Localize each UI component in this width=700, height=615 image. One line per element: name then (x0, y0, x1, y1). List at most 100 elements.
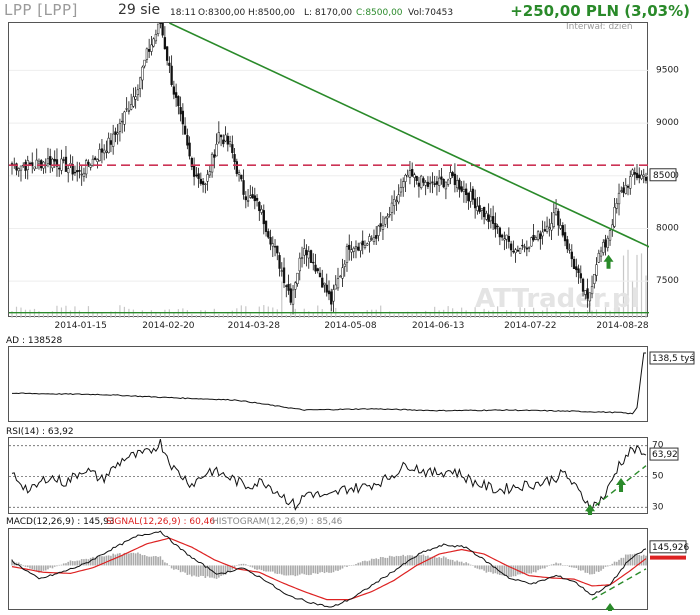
macd-histogram-bar (321, 565, 324, 573)
macd-histogram-bar (370, 558, 373, 566)
macd-histogram-bar (494, 565, 497, 574)
candle-body (541, 231, 544, 237)
macd-histogram-bar (532, 565, 535, 573)
volume-bar (456, 311, 458, 318)
candle-body (177, 96, 180, 107)
macd-histogram-bar (206, 565, 209, 577)
candle-body (352, 247, 355, 252)
macd-histogram-bar (546, 565, 548, 567)
macd-histogram-bar (211, 565, 213, 578)
candle-body (514, 249, 517, 254)
candle-body (31, 162, 34, 167)
candle-body (424, 182, 427, 186)
candle-body (145, 48, 149, 60)
macd-histogram-bar (343, 565, 346, 567)
candle-body (593, 273, 596, 284)
macd-arrow-shape (605, 603, 616, 615)
macd-histogram-bar (62, 563, 65, 566)
volume-bar (479, 312, 481, 318)
ad-chart[interactable] (9, 347, 649, 423)
candle-body (188, 142, 191, 157)
macd-histogram-bar (285, 565, 288, 576)
ad-y-axis: 138,5 tyś (649, 351, 695, 365)
candle-body (325, 284, 328, 293)
candle-body (316, 268, 319, 272)
candle-body (597, 253, 600, 263)
rsi-panel[interactable] (8, 437, 649, 519)
candle-body (150, 44, 153, 52)
rsi-arrow-1 (585, 504, 596, 519)
volume-bar (177, 309, 179, 318)
macd-histogram-bar (575, 565, 578, 569)
macd-chart[interactable] (9, 529, 649, 615)
macd-histogram-bar (67, 561, 70, 566)
macd-histogram-bar (69, 560, 72, 566)
candle-body (539, 233, 542, 240)
macd-histogram-bar (615, 561, 618, 566)
macd-histogram-bar (80, 559, 83, 566)
candle-body (28, 162, 32, 165)
macd-histogram-bar (328, 565, 330, 573)
candle-body (296, 272, 299, 284)
candle-body (595, 264, 598, 276)
volume-bar (218, 314, 220, 318)
macd-histogram-bar (346, 565, 348, 567)
macd-histogram-bar (467, 563, 470, 566)
rsi-chart[interactable] (9, 438, 649, 519)
volume-bar (290, 311, 292, 318)
candle-body (170, 65, 173, 85)
macd-panel[interactable] (8, 528, 649, 615)
candle-body (91, 158, 95, 166)
candle-body (507, 236, 511, 242)
macd-histogram-bar (391, 556, 393, 566)
macd-histogram-bar (415, 556, 418, 566)
macd-histogram-bar (134, 553, 137, 566)
macd-histogram-bar (233, 565, 236, 569)
volume-bar (636, 254, 638, 318)
volume-bar (357, 314, 359, 318)
macd-histogram-bar (137, 552, 139, 566)
macd-histogram-bar (577, 565, 580, 571)
candle-body (343, 263, 346, 267)
price-panel[interactable]: ATTrader.pl (8, 12, 674, 318)
volume-bar (389, 311, 391, 318)
macd-histogram-bar (157, 556, 159, 566)
macd-histogram-bar (566, 565, 569, 566)
volume-bar (407, 311, 409, 318)
histogram-label: HISTOGRAM(12,26,9) : 85,46 (212, 517, 343, 527)
macd-histogram-bar (267, 565, 270, 572)
macd-histogram-bar (143, 555, 146, 566)
macd-histogram-bar (184, 565, 186, 573)
macd-histogram-bar (274, 565, 276, 574)
macd-histogram-bar (512, 565, 515, 577)
candle-body (282, 267, 286, 284)
volume-bar (249, 313, 251, 318)
macd-histogram-bar (433, 557, 436, 566)
candle-body (584, 290, 587, 295)
macd-histogram-bar (278, 565, 281, 574)
candle-body (435, 181, 439, 185)
volume-bar (470, 312, 472, 318)
ad-panel[interactable] (8, 346, 648, 422)
candle-body (523, 246, 526, 248)
macd-histogram-bar (465, 562, 467, 566)
price-chart[interactable]: ATTrader.pl (9, 12, 674, 318)
candle-body (264, 220, 268, 232)
macd-histogram-bar (164, 562, 166, 566)
candle-body (197, 173, 200, 179)
ad-label: AD : 138528 (6, 336, 63, 346)
candle-body (602, 242, 605, 253)
volume-bar (317, 305, 319, 318)
breakout-arrow-shape (603, 254, 614, 269)
price-tick-label: 8000 (656, 223, 679, 233)
candle-body (458, 179, 461, 190)
macd-histogram-bar (89, 557, 92, 566)
volume-bar (586, 310, 589, 318)
quote-date: 29 sie (118, 2, 161, 18)
macd-histogram-bar (418, 554, 420, 566)
price-y-axis: 750080008500900095008500 (649, 65, 679, 286)
volume-bar (402, 313, 404, 318)
candle-body (215, 143, 218, 157)
macd-histogram-bar (474, 565, 476, 568)
candle-body (433, 183, 436, 185)
